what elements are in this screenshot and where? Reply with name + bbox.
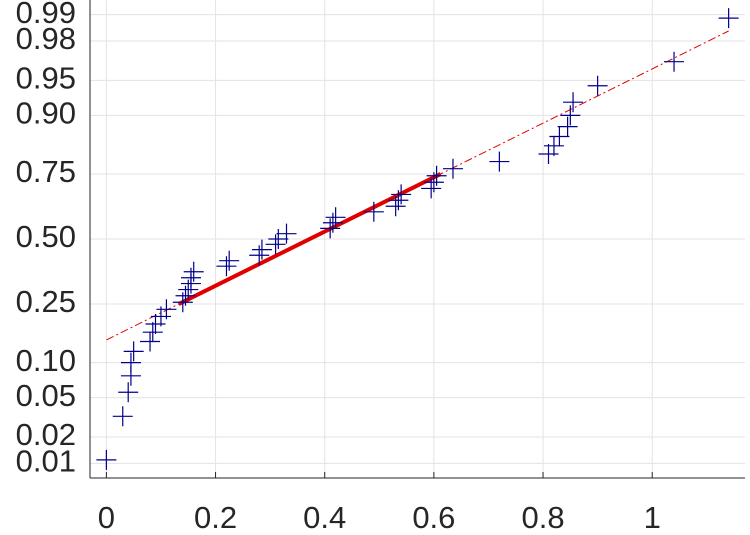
data-point (385, 196, 406, 217)
x-tick-label: 0.8 (521, 500, 564, 535)
data-point (120, 352, 141, 373)
data-point (325, 207, 346, 228)
data-point (265, 234, 286, 255)
x-tick-label: 1 (644, 500, 661, 535)
y-tick-label: 0.90 (16, 96, 76, 131)
data-point (543, 135, 564, 156)
y-tick-label: 0.95 (16, 61, 76, 96)
reference-line (177, 172, 442, 306)
data-point (216, 256, 237, 277)
y-tick-label: 0.99 (16, 0, 76, 30)
y-tick-label: 0.01 (16, 444, 76, 479)
data-point (142, 322, 163, 343)
x-tick-label: 0.2 (194, 500, 237, 535)
data-point (664, 51, 685, 72)
data-point (549, 126, 570, 147)
data-point (322, 212, 343, 233)
data-point (118, 382, 139, 403)
y-tick-label: 0.50 (16, 219, 76, 254)
data-point (219, 250, 240, 271)
data-point (363, 201, 384, 222)
data-point (178, 279, 199, 300)
data-point (123, 341, 144, 362)
data-point (276, 223, 297, 244)
x-tick-label: 0 (98, 500, 115, 535)
data-point (156, 299, 177, 320)
y-tick-label: 0.98 (16, 21, 76, 56)
data-point (112, 406, 133, 427)
y-tick-label: 0.10 (16, 343, 76, 378)
data-point (251, 239, 272, 260)
data-point (391, 184, 412, 205)
data-point (140, 331, 161, 352)
y-tick-label: 0.25 (16, 284, 76, 319)
data-point (426, 165, 447, 186)
data-point (268, 229, 289, 249)
data-point (538, 143, 559, 164)
data-point (145, 314, 166, 335)
x-tick-label: 0.4 (303, 500, 346, 535)
y-tick-label: 0.02 (16, 417, 76, 452)
data-point (557, 116, 578, 137)
data-point (563, 92, 584, 113)
data-point (560, 105, 581, 126)
data-point (249, 245, 270, 266)
y-tick-label: 0.75 (16, 154, 76, 189)
y-tick-label: 0.05 (16, 378, 76, 413)
data-point (96, 449, 117, 470)
data-point (183, 261, 204, 282)
data-point (442, 158, 463, 179)
data-point (489, 151, 510, 172)
data-point (180, 267, 201, 288)
data-point (388, 190, 409, 211)
data-point (718, 8, 739, 29)
data-point (320, 218, 341, 239)
data-point (587, 75, 608, 96)
x-tick-label: 0.6 (412, 500, 455, 535)
